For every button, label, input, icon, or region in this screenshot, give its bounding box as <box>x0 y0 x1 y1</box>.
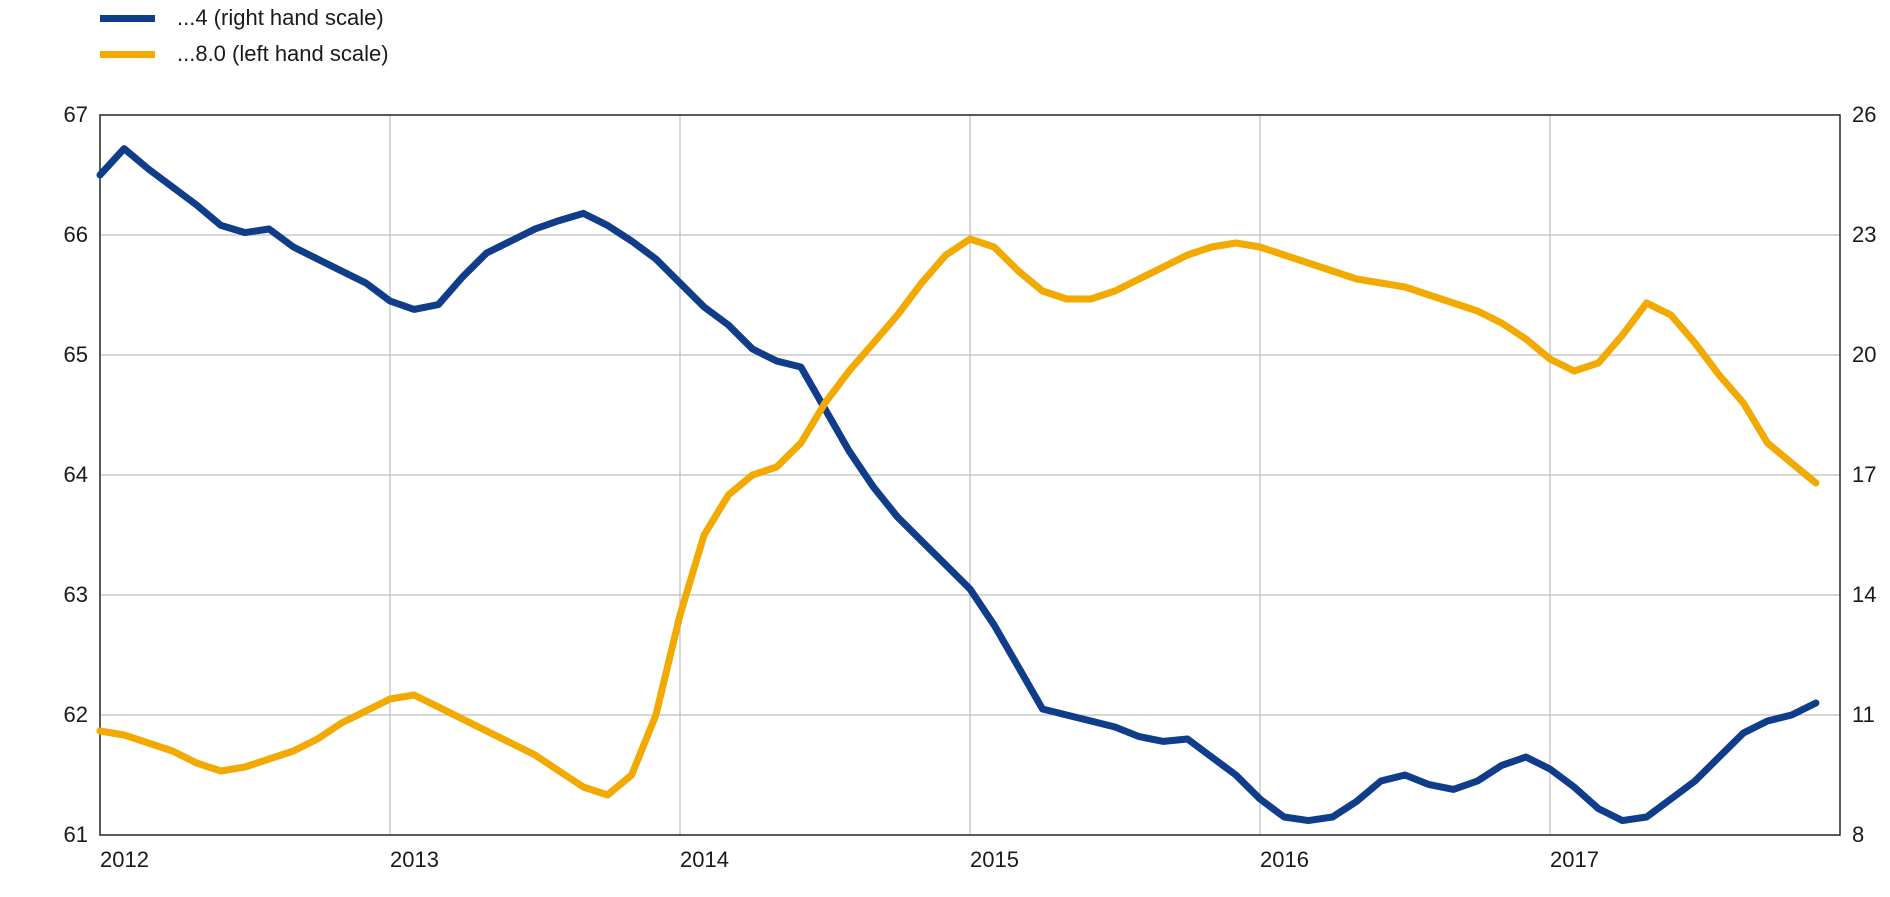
legend-label-1: ...8.0 (left hand scale) <box>177 41 389 67</box>
chart-plot: 6162636465666781114172023262012201320142… <box>40 115 1890 880</box>
xtick: 2012 <box>100 847 149 872</box>
ytick-left: 63 <box>64 582 88 607</box>
legend-item-0: ...4 (right hand scale) <box>100 0 389 36</box>
legend: ...4 (right hand scale) ...8.0 (left han… <box>100 0 389 72</box>
legend-label-0: ...4 (right hand scale) <box>177 5 384 31</box>
ytick-left: 66 <box>64 222 88 247</box>
ytick-left: 61 <box>64 822 88 847</box>
legend-swatch-1 <box>100 51 155 58</box>
ytick-right: 23 <box>1852 222 1876 247</box>
ytick-right: 20 <box>1852 342 1876 367</box>
xtick: 2013 <box>390 847 439 872</box>
legend-swatch-0 <box>100 15 155 22</box>
legend-item-1: ...8.0 (left hand scale) <box>100 36 389 72</box>
ytick-left: 67 <box>64 102 88 127</box>
ytick-left: 65 <box>64 342 88 367</box>
xtick: 2016 <box>1260 847 1309 872</box>
series-1 <box>100 239 1816 795</box>
xtick: 2014 <box>680 847 729 872</box>
ytick-left: 64 <box>64 462 88 487</box>
ytick-right: 8 <box>1852 822 1864 847</box>
ytick-right: 11 <box>1852 702 1875 727</box>
ytick-right: 17 <box>1852 462 1876 487</box>
ytick-right: 26 <box>1852 102 1876 127</box>
xtick: 2017 <box>1550 847 1599 872</box>
xtick: 2015 <box>970 847 1019 872</box>
ytick-left: 62 <box>64 702 88 727</box>
ytick-right: 14 <box>1852 582 1876 607</box>
